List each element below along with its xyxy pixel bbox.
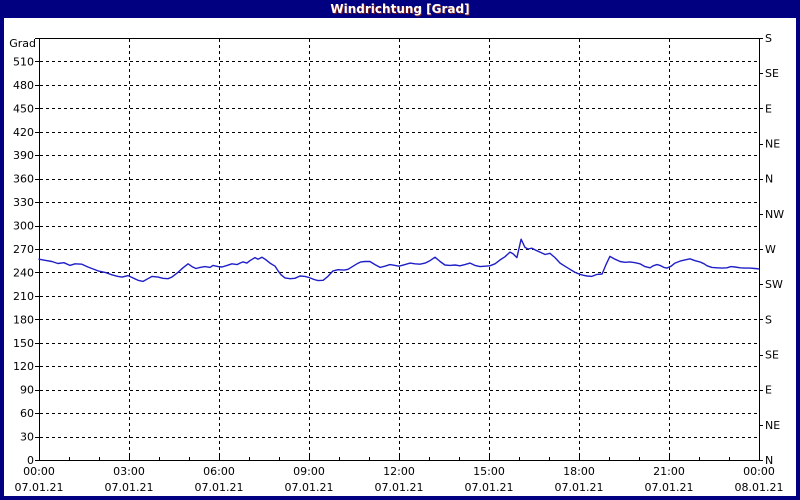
y-tick-label: 150: [13, 337, 34, 350]
compass-tick-label: N: [765, 454, 773, 467]
y-tick-label: 60: [20, 407, 34, 420]
x-date-label: 07.01.21: [645, 481, 694, 494]
y-tick-label: 120: [13, 360, 34, 373]
title-bar: Windrichtung [Grad]: [0, 0, 800, 18]
y-tick-label: 300: [13, 220, 34, 233]
x-time-label: 00:00: [743, 465, 775, 478]
x-time-label: 09:00: [293, 465, 325, 478]
x-time-label: 18:00: [563, 465, 595, 478]
x-time-label: 06:00: [203, 465, 235, 478]
x-time-label: 00:00: [23, 465, 55, 478]
y-tick-label: 420: [13, 126, 34, 139]
x-time-label: 15:00: [473, 465, 505, 478]
compass-tick-label: NE: [765, 138, 780, 151]
compass-tick-label: SE: [765, 349, 779, 362]
compass-tick-label: E: [765, 384, 772, 397]
x-date-label: 08.01.21: [735, 481, 784, 494]
y-tick-label: 450: [13, 102, 34, 115]
y-tick-label: 270: [13, 243, 34, 256]
compass-tick-label: NW: [765, 208, 784, 221]
x-time-label: 03:00: [113, 465, 145, 478]
y-tick-label: 180: [13, 313, 34, 326]
y-tick-label: 390: [13, 149, 34, 162]
y-tick-label: 0: [27, 454, 34, 467]
x-date-label: 07.01.21: [105, 481, 154, 494]
x-date-label: 07.01.21: [15, 481, 64, 494]
x-date-label: 07.01.21: [285, 481, 334, 494]
compass-tick-label: N: [765, 173, 773, 186]
y-tick-label: 330: [13, 196, 34, 209]
y-tick-label: 240: [13, 266, 34, 279]
wind-series-line: [38, 238, 760, 283]
x-date-label: 07.01.21: [375, 481, 424, 494]
x-date-label: 07.01.21: [465, 481, 514, 494]
y-tick-label: 210: [13, 290, 34, 303]
y-tick-label: 30: [20, 431, 34, 444]
compass-tick-label: S: [765, 313, 772, 326]
y-tick-label: 510: [13, 55, 34, 68]
x-time-label: 21:00: [653, 465, 685, 478]
y-axis-unit-label: Grad: [9, 37, 36, 50]
x-time-label: 12:00: [383, 465, 415, 478]
compass-tick-label: SW: [765, 278, 783, 291]
compass-tick-label: S: [765, 32, 772, 45]
x-date-label: 07.01.21: [555, 481, 604, 494]
y-tick-label: 480: [13, 79, 34, 92]
compass-tick-label: SE: [765, 67, 779, 80]
window-title: Windrichtung [Grad]: [330, 2, 470, 16]
compass-tick-label: W: [765, 243, 776, 256]
compass-tick-label: NE: [765, 419, 780, 432]
y-tick-label: 360: [13, 173, 34, 186]
y-tick-label: 90: [20, 384, 34, 397]
x-date-label: 07.01.21: [195, 481, 244, 494]
compass-tick-label: E: [765, 102, 772, 115]
